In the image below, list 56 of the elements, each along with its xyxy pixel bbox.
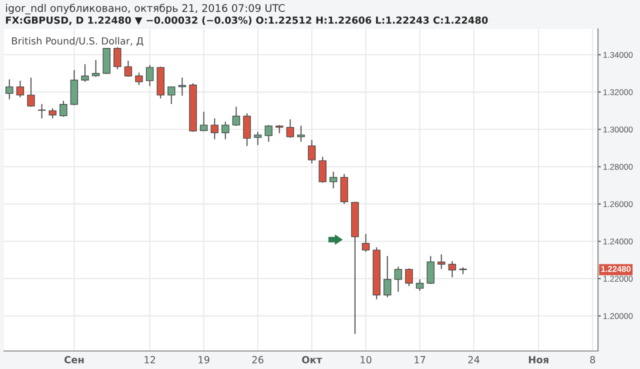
candlestick <box>416 278 424 292</box>
annotation: British Pound/U.S. Dollar, Д <box>12 37 144 46</box>
candlestick <box>135 72 143 86</box>
y-tick-label: 1.30000 <box>603 126 633 132</box>
candlestick <box>114 46 122 70</box>
x-tick-label: 24 <box>468 356 480 364</box>
chart-subtitle: FX:GBPUSD, D 1.22480 ▼ −0.00032 (−0.03%) O:1.22512 H:1.22606 L:1.22243 C:1.22480 <box>6 16 488 26</box>
x-tick-label: Сен <box>64 356 84 364</box>
x-tick-label: 26 <box>252 356 264 364</box>
candlestick <box>254 131 262 146</box>
candlestick <box>438 254 446 270</box>
candlestick <box>362 233 370 252</box>
candlestick <box>448 260 456 278</box>
candlestick <box>297 125 305 142</box>
candlestick <box>426 255 434 285</box>
x-tick-label: Ноя <box>528 356 548 364</box>
candlestick <box>232 106 240 127</box>
candlestick <box>124 60 132 78</box>
candlestick <box>168 86 176 105</box>
candlestick <box>81 64 89 82</box>
y-tick-label: 1.24000 <box>603 238 633 244</box>
text: 1.22480 <box>601 266 631 272</box>
y-tick-label: 1.34000 <box>603 52 633 58</box>
candlestick <box>178 77 186 96</box>
candlestick <box>16 80 24 98</box>
candlestick <box>210 118 218 140</box>
x-tick-label: 17 <box>414 356 426 364</box>
candlestick <box>330 171 338 189</box>
x-tick-label: 12 <box>144 356 156 364</box>
y-tick-label: 1.28000 <box>603 164 633 170</box>
x-tick-label: Окт <box>302 356 322 364</box>
x-tick-label: 10 <box>360 356 372 364</box>
candlestick <box>264 124 272 142</box>
candlestick <box>243 112 251 147</box>
x-tick-label: 19 <box>198 356 210 364</box>
candlestick <box>308 139 316 164</box>
candlestick <box>222 121 230 140</box>
candlestick <box>6 78 14 100</box>
candlestick <box>146 64 154 87</box>
candlestick <box>48 108 56 119</box>
y-tick-label: 1.20000 <box>603 313 633 320</box>
candlestick <box>318 156 326 184</box>
y-tick-label: 1.32000 <box>603 89 633 96</box>
y-tick-label: 1.22000 <box>603 276 633 282</box>
chart-title: igor_ndl опубликовано, октябрь 21, 2016 07:09 UTC <box>6 4 285 14</box>
x-tick-label: 8 <box>590 356 596 364</box>
candlestick <box>200 111 208 132</box>
candlestick <box>38 103 46 119</box>
candlestick <box>92 59 100 78</box>
candlestick <box>394 266 402 292</box>
candlestick <box>286 118 294 138</box>
candlestick <box>60 100 68 118</box>
candlestick <box>384 255 392 298</box>
candlestick <box>27 77 35 108</box>
candlestick <box>405 268 413 287</box>
y-tick-label: 1.26000 <box>603 201 633 208</box>
